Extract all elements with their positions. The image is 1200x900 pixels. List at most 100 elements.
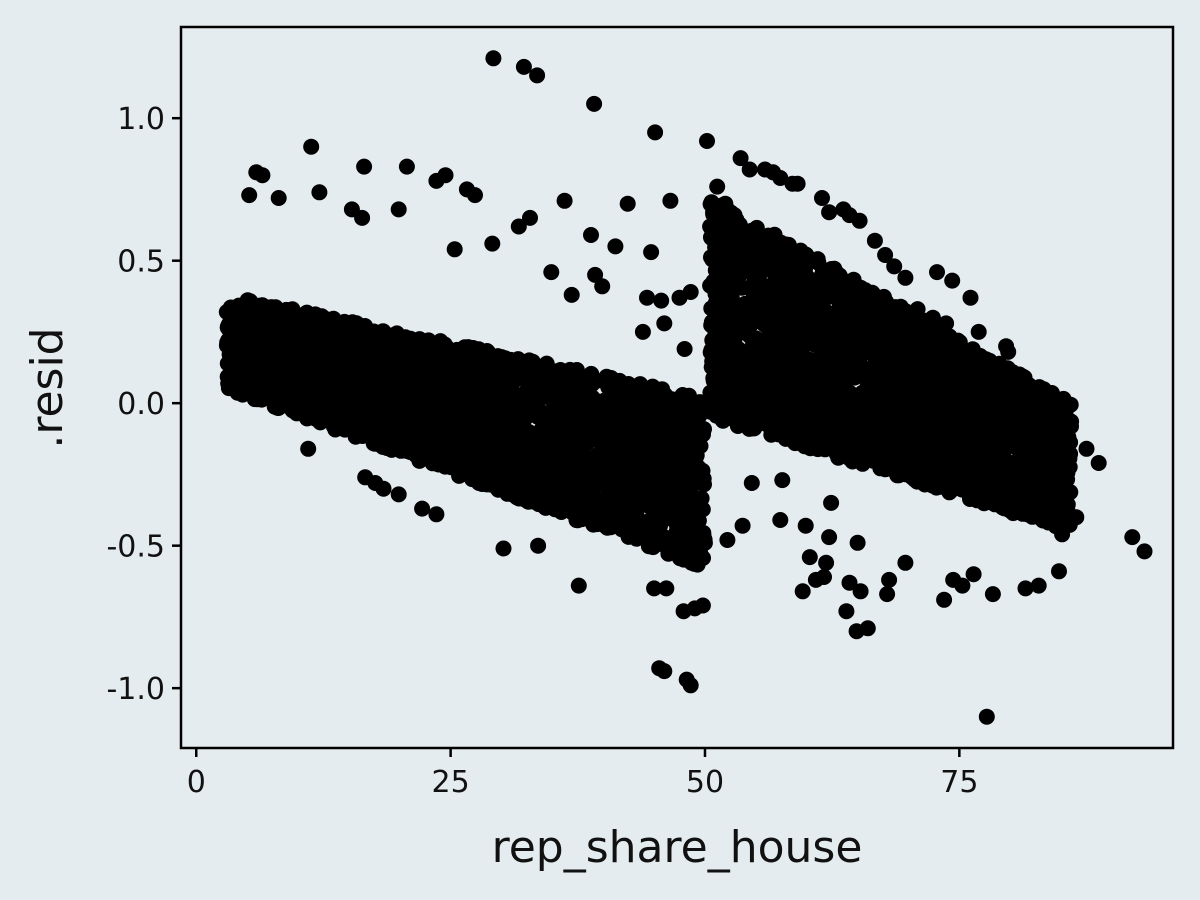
data-point: [300, 440, 317, 457]
data-point: [1124, 529, 1141, 546]
data-point: [800, 431, 817, 448]
data-point: [955, 375, 972, 392]
data-point: [398, 332, 415, 349]
data-point: [369, 434, 386, 451]
data-point: [755, 257, 772, 274]
data-point: [754, 241, 771, 258]
x-tick-label: 75: [940, 765, 978, 800]
data-point: [1056, 409, 1073, 426]
data-point: [607, 440, 624, 457]
data-point: [730, 341, 747, 358]
y-tick-label: -1.0: [106, 672, 165, 707]
data-point: [957, 402, 974, 419]
data-point: [847, 446, 864, 463]
data-point: [619, 195, 636, 212]
data-point: [705, 372, 722, 389]
data-point: [714, 216, 730, 233]
data-point: [434, 338, 451, 355]
data-point: [664, 489, 681, 506]
data-point: [587, 431, 604, 448]
data-point: [911, 451, 928, 468]
data-point: [718, 368, 735, 385]
data-point: [769, 411, 786, 427]
data-point: [879, 586, 896, 603]
data-point: [887, 366, 904, 382]
data-point: [561, 452, 577, 469]
data-point: [899, 446, 916, 463]
data-point: [881, 387, 898, 404]
data-point: [271, 354, 288, 371]
data-point: [570, 577, 587, 594]
data-point: [623, 475, 640, 492]
data-point: [289, 400, 306, 417]
data-point: [786, 302, 803, 319]
data-point: [748, 334, 765, 351]
data-point: [538, 370, 555, 387]
data-point: [303, 384, 320, 401]
data-point: [398, 417, 415, 434]
x-tick-label: 50: [686, 765, 724, 800]
points-layer: [218, 50, 1153, 725]
data-point: [816, 569, 832, 585]
data-point: [568, 362, 585, 378]
data-point: [683, 394, 700, 411]
data-point: [622, 401, 639, 418]
data-point: [479, 343, 495, 359]
data-point: [849, 534, 866, 551]
data-point: [411, 452, 428, 469]
data-point: [594, 278, 611, 295]
data-point: [817, 277, 834, 294]
data-point: [615, 424, 632, 441]
data-point: [255, 323, 272, 340]
data-point: [411, 440, 428, 457]
data-point: [732, 150, 749, 167]
data-point: [338, 410, 355, 426]
data-point: [792, 372, 809, 389]
data-point: [238, 312, 255, 329]
data-point: [679, 432, 696, 449]
data-point: [988, 412, 1005, 429]
data-point: [695, 550, 711, 566]
x-axis-ticks: 0 25 50 75: [187, 748, 978, 800]
data-point: [842, 319, 859, 336]
data-point: [950, 344, 967, 361]
x-axis-title: rep_share_house: [492, 822, 863, 873]
data-point: [801, 549, 818, 566]
data-point: [467, 187, 483, 204]
data-point: [866, 232, 883, 249]
data-point: [930, 462, 947, 479]
data-point: [924, 309, 941, 326]
data-point: [519, 381, 536, 398]
data-point: [608, 376, 625, 393]
data-point: [1015, 426, 1032, 443]
data-point: [930, 395, 947, 412]
data-point: [724, 277, 741, 294]
data-point: [529, 392, 546, 409]
data-point: [881, 571, 898, 588]
data-point: [563, 286, 580, 303]
data-point: [943, 482, 960, 499]
data-point: [789, 175, 806, 192]
data-point: [451, 395, 468, 412]
data-point: [830, 449, 847, 466]
data-point: [254, 167, 271, 184]
data-point: [375, 480, 392, 497]
data-point: [1016, 369, 1033, 386]
data-point: [824, 390, 841, 407]
data-point: [846, 369, 863, 386]
data-point: [579, 393, 596, 410]
data-point: [271, 379, 288, 396]
data-point: [607, 238, 624, 255]
data-point: [727, 355, 744, 372]
data-point: [838, 603, 855, 620]
data-point: [390, 486, 407, 503]
data-point: [938, 315, 955, 332]
data-point: [996, 398, 1013, 415]
data-point: [485, 50, 502, 67]
data-point: [359, 343, 375, 360]
data-point: [1009, 393, 1026, 410]
data-point: [299, 410, 316, 427]
data-point: [440, 438, 457, 455]
data-point: [719, 532, 736, 548]
data-point: [637, 490, 654, 507]
